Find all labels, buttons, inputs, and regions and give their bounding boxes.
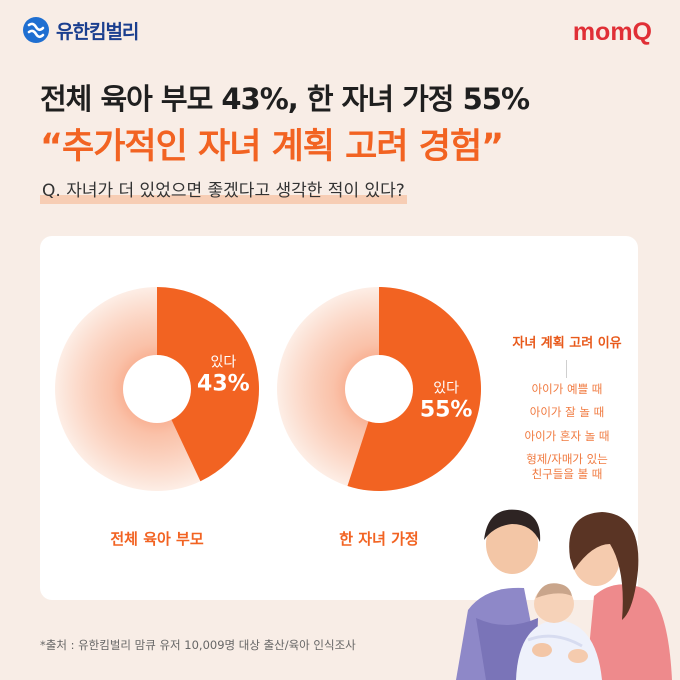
donut-hole [123,355,191,423]
category-label-all-parents: 전체 육아 부모 [110,530,204,548]
donut-svg [55,287,259,491]
reasons-title: 자녀 계획 고려 이유 [502,332,632,355]
reasons-list: 아이가 예쁠 때 아이가 잘 놀 때 아이가 혼자 놀 때 형제/자매가 있는 … [502,382,632,490]
donut-center-value: 43% [197,371,250,397]
reason-item: 형제/자매가 있는 친구들을 볼 때 [526,452,608,481]
chart-panel: 있다 43% 전체 육아 부모 있다 55% 한 자녀 가정 자녀 계획 고려 이유… [40,236,638,600]
reason-item: 아이가 잘 놀 때 [529,405,605,420]
donut-value-slice [347,287,481,491]
donut-svg [277,287,481,491]
donut-center-label: 있다 [433,380,460,397]
yuhan-kimberly-logo-icon [23,17,49,43]
brand-left-name: 유한킴벌리 [56,20,139,43]
donut-hole [345,355,413,423]
donut-chart-one-child: 있다 55% [274,284,484,494]
subheadline: “추가적인 자녀 계획 고려 경험” [40,127,504,167]
reason-item: 아이가 예쁠 때 [531,382,603,396]
donut-value-slice [157,287,259,482]
brand-right-name: momQ [572,18,652,46]
donut-value-label: 있다 55% [420,377,473,422]
donut-center-label: 있다 [210,354,237,371]
family-illustration [456,509,672,680]
headline: 전체 육아 부모 43%, 한 자녀 가정 55% [40,82,530,116]
donut-center-value: 55% [419,397,473,423]
donut-chart-all-parents: 있다 43% [52,284,262,494]
donut-value-label: 있다 43% [197,352,250,397]
reason-item: 아이가 혼자 놀 때 [524,428,610,443]
question: Q. 자녀가 더 있었으면 좋겠다고 생각한 적이 있다? [40,176,407,204]
brand-left: 유한킴벌리 [22,16,139,44]
source-footnote: *출처 : 유한킴벌리 맘큐 유저 10,009명 대상 출산/육아 인식조사 [40,638,356,652]
reasons-divider [566,360,567,378]
question-wrap: Q. 자녀가 더 있었으면 좋겠다고 생각한 적이 있다? [40,176,407,204]
category-label-one-child: 한 자녀 가정 [339,530,419,548]
